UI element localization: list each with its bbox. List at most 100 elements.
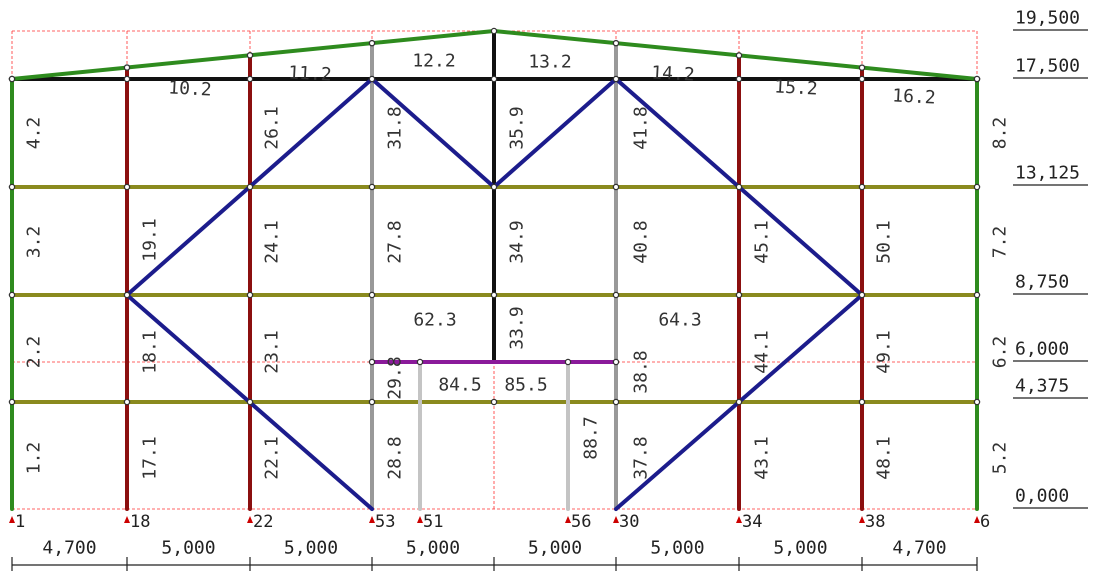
- node-26: [973, 398, 981, 406]
- member-label-17.1: 17.1: [140, 436, 161, 479]
- member-label-2.2: 2.2: [24, 336, 45, 369]
- node-6: [246, 183, 254, 191]
- node-0: [8, 183, 16, 191]
- roof-label-14.2: 14.2: [651, 62, 695, 85]
- member-label-41.8: 41.8: [631, 106, 652, 149]
- panel-label-62.3: 62.3: [413, 310, 456, 331]
- support-marker-6: [974, 516, 980, 523]
- node-21: [858, 183, 866, 191]
- node-15: [612, 183, 620, 191]
- node-32: [612, 39, 620, 47]
- support-markers: 1 18 22 53 51 56 30 34 38 6: [9, 512, 990, 532]
- span-dimensions: 4,700 5,000 5,000 5,000 5,000 5,000 5,000 4,700: [11, 538, 978, 571]
- node-45: [416, 358, 424, 366]
- member-label-44.1: 44.1: [752, 330, 773, 373]
- node-29: [246, 52, 254, 59]
- member-label-23.1: 23.1: [262, 330, 283, 373]
- node-13: [490, 291, 498, 299]
- member-label-37.8: 37.8: [631, 436, 652, 479]
- member-label-49.1: 49.1: [874, 330, 895, 373]
- support-number-1: 1: [15, 512, 25, 532]
- panel-label-85.5: 85.5: [504, 375, 547, 396]
- node-5: [123, 398, 131, 406]
- support-number-56: 56: [571, 512, 591, 532]
- node-46: [564, 358, 572, 366]
- node-16: [612, 291, 620, 299]
- member-label-7.2: 7.2: [990, 226, 1011, 259]
- panel-label-64.3: 64.3: [658, 310, 701, 331]
- node-18: [735, 183, 743, 191]
- node-20: [735, 398, 743, 406]
- span-label-3: 5,000: [406, 538, 460, 559]
- node-7: [246, 291, 254, 299]
- member-label-43.1: 43.1: [752, 436, 773, 479]
- member-label-4.2: 4.2: [24, 117, 45, 150]
- support-number-51: 51: [423, 512, 443, 532]
- node-47: [368, 358, 376, 366]
- node-31: [490, 27, 498, 35]
- node-42: [735, 75, 743, 83]
- node-8: [246, 398, 254, 406]
- member-label-33.9: 33.9: [507, 306, 528, 349]
- member-label-24.1: 24.1: [262, 220, 283, 263]
- node-36: [8, 75, 16, 83]
- member-label-3.2: 3.2: [24, 226, 45, 259]
- node-44: [973, 75, 981, 83]
- support-number-6: 6: [980, 512, 990, 532]
- node-17: [612, 398, 620, 406]
- member-label-29.8: 29.8: [385, 356, 406, 399]
- node-37: [123, 75, 131, 83]
- node-3: [123, 183, 131, 191]
- node-33: [735, 52, 743, 59]
- support-marker-38: [859, 516, 865, 523]
- brace-3: [492, 77, 618, 189]
- node-30: [368, 39, 376, 47]
- node-28: [123, 64, 131, 71]
- node-4: [123, 291, 131, 299]
- node-43: [858, 75, 866, 83]
- support-marker-30: [613, 516, 619, 523]
- roof-label-11.2: 11.2: [288, 62, 332, 85]
- member-label-19.1: 19.1: [140, 218, 161, 261]
- member-label-38.8: 38.8: [631, 350, 652, 393]
- support-marker-34: [736, 516, 742, 523]
- span-label-6: 5,000: [773, 538, 827, 559]
- member-label-45.1: 45.1: [752, 220, 773, 263]
- elevation-label-1: 17,500: [1015, 56, 1080, 77]
- roof-label-13.2: 13.2: [528, 52, 571, 73]
- elevation-label-2: 13,125: [1015, 163, 1080, 184]
- support-marker-22: [247, 516, 253, 523]
- node-40: [490, 75, 498, 83]
- member-label-50.1: 50.1: [874, 220, 895, 263]
- frame-nodes: [8, 27, 981, 406]
- member-label-1.2: 1.2: [24, 442, 45, 475]
- span-label-1: 5,000: [161, 538, 215, 559]
- node-12: [490, 183, 498, 191]
- roof-rafter-right: [492, 29, 979, 81]
- node-23: [858, 398, 866, 406]
- node-48: [612, 358, 620, 366]
- node-39: [368, 75, 376, 83]
- support-marker-53: [369, 516, 375, 523]
- roof-label-12.2: 12.2: [412, 51, 455, 72]
- elevation-label-0: 19,500: [1015, 8, 1080, 29]
- support-number-18: 18: [130, 512, 150, 532]
- node-34: [858, 64, 866, 71]
- node-9: [368, 183, 376, 191]
- member-label-40.8: 40.8: [631, 220, 652, 263]
- node-22: [858, 291, 866, 299]
- node-19: [735, 291, 743, 299]
- member-label-35.9: 35.9: [507, 106, 528, 149]
- elevation-label-5: 4,375: [1015, 376, 1069, 397]
- node-38: [246, 75, 254, 83]
- support-marker-56: [565, 516, 571, 523]
- support-number-53: 53: [375, 512, 395, 532]
- elevation-label-3: 8,750: [1015, 272, 1069, 293]
- roof-label-15.2: 15.2: [774, 76, 818, 99]
- member-label-28.8: 28.8: [385, 436, 406, 479]
- member-label-22.1: 22.1: [262, 436, 283, 479]
- member-label-31.8: 31.8: [385, 106, 406, 149]
- node-1: [8, 291, 16, 299]
- node-10: [368, 291, 376, 299]
